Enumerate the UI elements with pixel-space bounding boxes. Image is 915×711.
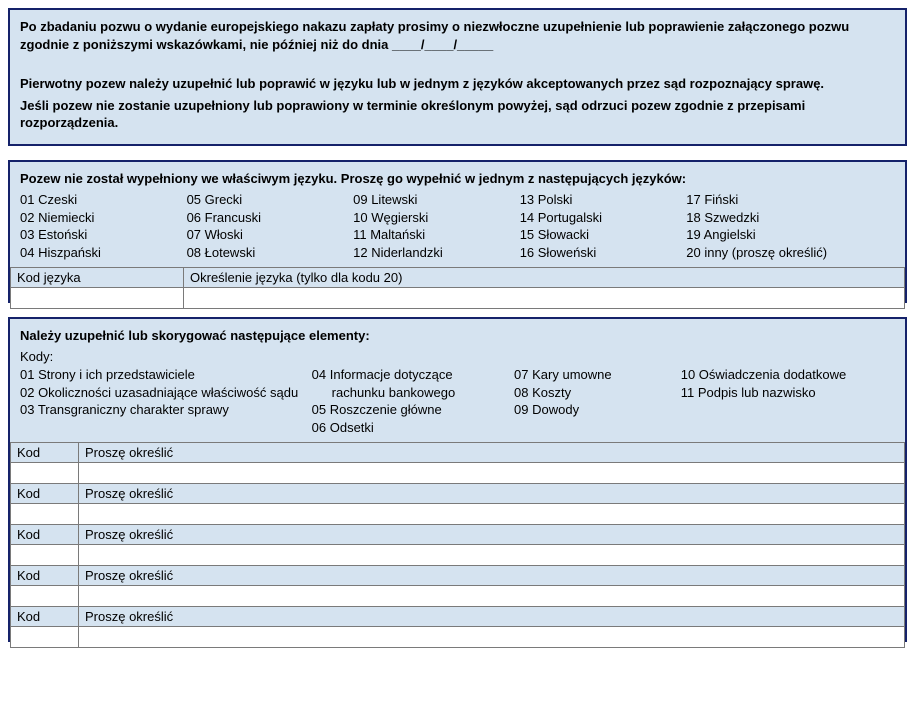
lang-col1: 01 Czeski 02 Niemiecki 03 Estoński 04 Hi… xyxy=(20,191,181,261)
elements-codes-grid: 01 Strony i ich przedstawiciele 02 Okoli… xyxy=(20,366,895,436)
elements-rows-table: Kod Proszę określić Kod Proszę określić … xyxy=(10,442,905,648)
row-kod-label: Kod xyxy=(11,443,79,463)
row-spec-label: Proszę określić xyxy=(79,607,905,627)
lang-col5: 17 Fiński 18 Szwedzki 19 Angielski 20 in… xyxy=(686,191,895,261)
row2-spec-input[interactable] xyxy=(79,504,905,525)
row-spec-label: Proszę określić xyxy=(79,525,905,545)
row-spec-label: Proszę określić xyxy=(79,484,905,504)
row-spec-label: Proszę określić xyxy=(79,443,905,463)
row3-spec-input[interactable] xyxy=(79,545,905,566)
intro-p2: Pierwotny pozew należy uzupełnić lub pop… xyxy=(20,75,895,93)
okreslenie-jezyka-label: Określenie języka (tylko dla kodu 20) xyxy=(184,268,905,288)
codes-label: Kody: xyxy=(20,349,895,364)
row4-kod-input[interactable] xyxy=(11,586,79,607)
row3-kod-input[interactable] xyxy=(11,545,79,566)
row2-kod-input[interactable] xyxy=(11,504,79,525)
row1-spec-input[interactable] xyxy=(79,463,905,484)
row5-kod-input[interactable] xyxy=(11,627,79,648)
kod-jezyka-input[interactable] xyxy=(11,288,184,309)
kod-jezyka-label: Kod języka xyxy=(11,268,184,288)
elem-col4: 10 Oświadczenia dodatkowe 11 Podpis lub … xyxy=(681,366,895,436)
language-code-table: Kod języka Określenie języka (tylko dla … xyxy=(10,267,905,309)
elem-col1: 01 Strony i ich przedstawiciele 02 Okoli… xyxy=(20,366,306,436)
okreslenie-jezyka-input[interactable] xyxy=(184,288,905,309)
row4-spec-input[interactable] xyxy=(79,586,905,607)
row-kod-label: Kod xyxy=(11,525,79,545)
intro-p3: Jeśli pozew nie zostanie uzupełniony lub… xyxy=(20,97,895,132)
intro-p1: Po zbadaniu pozwu o wydanie europejskieg… xyxy=(20,18,895,53)
languages-heading: Pozew nie został wypełniony we właściwym… xyxy=(20,170,895,188)
elem-col3: 07 Kary umowne 08 Koszty 09 Dowody xyxy=(514,366,675,436)
lang-col3: 09 Litewski 10 Węgierski 11 Maltański 12… xyxy=(353,191,514,261)
row-kod-label: Kod xyxy=(11,484,79,504)
lang-col2: 05 Grecki 06 Francuski 07 Włoski 08 Łote… xyxy=(187,191,348,261)
intro-panel: Po zbadaniu pozwu o wydanie europejskieg… xyxy=(8,8,907,146)
row-kod-label: Kod xyxy=(11,607,79,627)
row5-spec-input[interactable] xyxy=(79,627,905,648)
row1-kod-input[interactable] xyxy=(11,463,79,484)
languages-grid: 01 Czeski 02 Niemiecki 03 Estoński 04 Hi… xyxy=(20,191,895,261)
lang-col4: 13 Polski 14 Portugalski 15 Słowacki 16 … xyxy=(520,191,681,261)
elements-heading: Należy uzupełnić lub skorygować następuj… xyxy=(20,327,895,345)
row-kod-label: Kod xyxy=(11,566,79,586)
elem-col2: 04 Informacje dotyczące rachunku bankowe… xyxy=(312,366,508,436)
elements-panel: Należy uzupełnić lub skorygować następuj… xyxy=(8,317,907,642)
row-spec-label: Proszę określić xyxy=(79,566,905,586)
languages-panel: Pozew nie został wypełniony we właściwym… xyxy=(8,160,907,304)
